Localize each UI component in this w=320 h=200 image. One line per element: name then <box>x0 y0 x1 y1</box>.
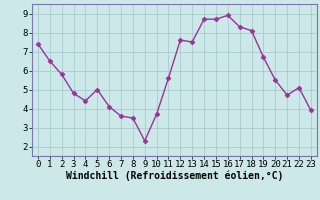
X-axis label: Windchill (Refroidissement éolien,°C): Windchill (Refroidissement éolien,°C) <box>66 171 283 181</box>
